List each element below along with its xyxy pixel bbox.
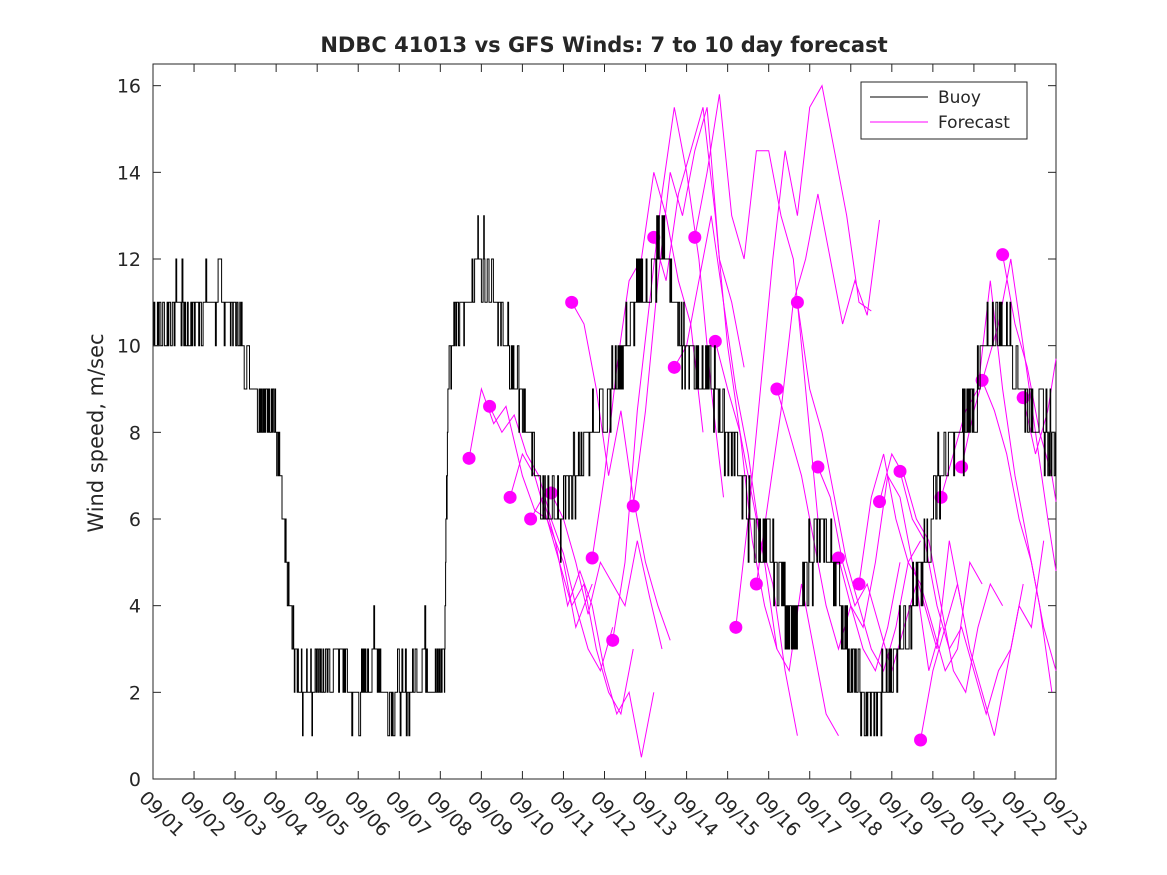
forecast-start-marker <box>667 360 681 374</box>
forecast-run-line <box>961 258 1057 572</box>
forecast-start-marker <box>1016 391 1030 405</box>
x-tick-label: 09/02 <box>176 787 230 841</box>
buoy-series <box>153 215 1056 737</box>
forecast-start-marker <box>831 551 845 565</box>
forecast-start-marker <box>688 230 702 244</box>
x-tick-label: 09/07 <box>381 787 435 841</box>
forecast-start-marker <box>462 451 476 465</box>
x-tick-label: 09/23 <box>1037 787 1091 841</box>
forecast-start-marker <box>729 620 743 634</box>
x-tick-label: 09/06 <box>340 787 394 841</box>
forecast-start-marker <box>544 486 558 500</box>
forecast-run-line <box>899 471 1024 716</box>
x-tick-label: 09/03 <box>217 787 271 841</box>
x-tick-label: 09/01 <box>134 787 188 841</box>
legend-box <box>860 81 1028 140</box>
forecast-start-marker <box>934 490 948 504</box>
forecast-run-line <box>817 466 942 673</box>
x-tick-label: 09/10 <box>504 787 558 841</box>
forecast-start-marker <box>483 399 497 413</box>
x-tick-label: 09/09 <box>463 787 517 841</box>
x-tick-label: 09/13 <box>627 787 681 841</box>
forecast-run-line <box>550 492 663 650</box>
forecast-run-line <box>468 387 593 630</box>
forecast-start-marker <box>770 382 784 396</box>
x-tick-label: 09/18 <box>832 787 886 841</box>
y-tick-label: 4 <box>129 596 141 618</box>
forecast-start-marker <box>606 633 620 647</box>
forecast-start-marker <box>893 464 907 478</box>
forecast-run-line <box>714 341 839 736</box>
forecast-start-marker <box>955 460 969 474</box>
x-tick-label: 09/14 <box>668 787 722 841</box>
forecast-start-marker <box>565 295 579 309</box>
buoy-line <box>153 215 1056 737</box>
forecast-run-line <box>591 172 704 559</box>
y-tick-label: 8 <box>129 422 141 444</box>
forecast-start-marker <box>852 577 866 591</box>
y-tick-label: 14 <box>117 162 141 184</box>
y-axis-label: Wind speed, m/sec <box>84 333 108 532</box>
forecast-run-line <box>981 380 1057 671</box>
x-tick-label: 09/17 <box>791 787 845 841</box>
x-tick-label: 09/19 <box>873 787 927 841</box>
forecast-start-marker <box>503 490 517 504</box>
forecast-run-line <box>1002 254 1057 502</box>
forecast-start-marker <box>749 577 763 591</box>
x-tick-label: 09/08 <box>422 787 476 841</box>
forecast-start-marker <box>708 334 722 348</box>
x-tick-label: 09/20 <box>914 787 968 841</box>
forecast-run-line <box>530 496 655 758</box>
x-tick-label: 09/15 <box>709 787 763 841</box>
x-tick-label: 09/22 <box>996 787 1050 841</box>
y-axis-ticks: 0 2 4 6 8 10 12 14 16 <box>117 76 1056 791</box>
chart-title: NDBC 41013 vs GFS Winds: 7 to 10 day for… <box>320 33 887 57</box>
forecast-run-line <box>571 302 671 641</box>
forecast-run-line <box>755 193 880 585</box>
x-tick-label: 09/21 <box>955 787 1009 841</box>
forecast-run-line <box>673 215 798 736</box>
forecast-run-line <box>858 453 983 672</box>
legend-buoy-label: Buoy <box>938 88 981 108</box>
forecast-start-marker <box>790 295 804 309</box>
forecast-run-line <box>796 302 921 672</box>
x-tick-label: 09/11 <box>545 787 599 841</box>
forecast-start-marker <box>873 495 887 509</box>
y-tick-label: 2 <box>129 682 141 704</box>
forecast-start-marker <box>914 733 928 747</box>
forecast-run-line <box>838 474 963 650</box>
forecast-run-line <box>940 280 1053 693</box>
forecast-start-marker <box>524 512 538 526</box>
forecast-start-marker <box>811 460 825 474</box>
y-tick-label: 0 <box>129 769 141 791</box>
forecast-run-line <box>735 84 872 628</box>
legend-forecast-label: Forecast <box>938 113 1010 133</box>
y-tick-label: 6 <box>129 509 141 531</box>
forecast-run-line <box>776 388 901 672</box>
forecast-start-marker <box>975 373 989 387</box>
x-tick-label: 09/16 <box>750 787 804 841</box>
chart-legend: Buoy Forecast <box>860 81 1028 140</box>
forecast-run-line <box>612 107 724 641</box>
forecast-run-line <box>489 406 614 672</box>
forecast-run-line <box>920 540 1045 741</box>
forecast-start-marker <box>626 499 640 513</box>
forecast-start-marker <box>585 551 599 565</box>
forecast-start-marker <box>996 248 1010 262</box>
x-tick-label: 09/12 <box>586 787 640 841</box>
x-tick-label: 09/05 <box>299 787 353 841</box>
y-tick-label: 16 <box>117 76 141 98</box>
y-tick-label: 10 <box>117 336 141 358</box>
forecast-run-line <box>632 107 745 507</box>
x-tick-label: 09/04 <box>258 787 312 841</box>
y-tick-label: 12 <box>117 249 141 271</box>
